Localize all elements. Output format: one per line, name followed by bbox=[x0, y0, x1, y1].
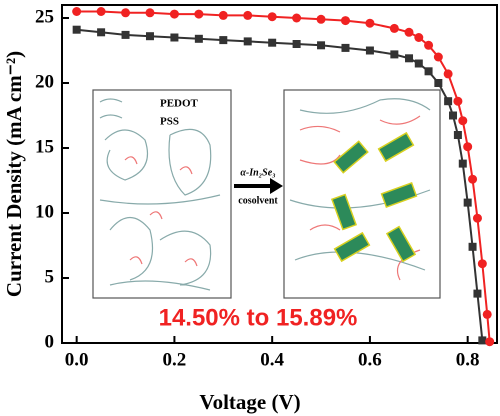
marker bbox=[463, 198, 472, 207]
marker bbox=[433, 52, 443, 62]
marker bbox=[121, 8, 131, 18]
arrow-head bbox=[270, 178, 283, 194]
annotation: α-In₂Se₃ bbox=[240, 167, 275, 178]
y-tick-label: 5 bbox=[45, 266, 55, 287]
marker bbox=[468, 242, 477, 251]
marker bbox=[268, 38, 277, 47]
pss-chains bbox=[99, 98, 431, 291]
marker bbox=[414, 59, 423, 68]
marker bbox=[97, 28, 106, 37]
marker bbox=[72, 7, 82, 16]
y-tick-label: 25 bbox=[35, 6, 54, 27]
y-axis-label: Current Density (mA cm⁻²) bbox=[2, 51, 26, 297]
marker bbox=[340, 16, 350, 26]
marker bbox=[365, 46, 374, 55]
flakes bbox=[330, 131, 418, 263]
marker bbox=[468, 174, 478, 184]
marker bbox=[453, 131, 462, 139]
marker bbox=[218, 10, 228, 20]
marker bbox=[292, 40, 301, 48]
marker bbox=[267, 12, 277, 22]
marker bbox=[434, 79, 443, 87]
x-tick-label: 0.4 bbox=[260, 349, 284, 370]
marker bbox=[170, 33, 179, 42]
plot-frame bbox=[61, 4, 498, 344]
marker bbox=[219, 36, 228, 45]
marker bbox=[72, 25, 81, 34]
marker bbox=[463, 142, 473, 152]
marker bbox=[449, 111, 458, 120]
marker bbox=[477, 259, 487, 269]
marker bbox=[316, 14, 326, 24]
marker bbox=[424, 40, 434, 50]
marker bbox=[145, 8, 155, 18]
marker bbox=[317, 41, 326, 50]
marker bbox=[424, 67, 433, 76]
marker bbox=[414, 33, 424, 42]
marker bbox=[444, 97, 453, 106]
marker bbox=[472, 213, 482, 223]
pedot-chains bbox=[124, 115, 421, 281]
marker bbox=[292, 13, 302, 23]
marker bbox=[443, 69, 453, 79]
marker bbox=[341, 43, 350, 52]
annotation: PEDOT bbox=[160, 98, 199, 110]
marker bbox=[194, 34, 203, 43]
marker bbox=[458, 159, 467, 168]
series-line bbox=[76, 28, 484, 341]
marker bbox=[194, 9, 204, 19]
marker bbox=[404, 27, 414, 37]
marker bbox=[365, 18, 375, 28]
x-tick-label: 0.0 bbox=[65, 349, 89, 370]
marker bbox=[473, 289, 482, 298]
inset-box-left bbox=[92, 89, 232, 299]
marker bbox=[169, 9, 179, 19]
annotation: cosolvent bbox=[238, 195, 278, 206]
y-tick-label: 20 bbox=[35, 71, 54, 92]
marker bbox=[485, 337, 495, 347]
marker bbox=[96, 7, 106, 16]
marker bbox=[453, 96, 463, 106]
marker bbox=[458, 116, 468, 126]
y-tick-label: 15 bbox=[35, 136, 54, 157]
annotation: PSS bbox=[160, 116, 179, 128]
marker bbox=[482, 309, 492, 319]
marker bbox=[121, 30, 130, 39]
y-tick-label: 10 bbox=[35, 201, 54, 222]
x-tick-label: 0.6 bbox=[358, 349, 382, 370]
x-axis-label: Voltage (V) bbox=[199, 390, 300, 414]
inset bbox=[92, 89, 441, 299]
marker bbox=[243, 37, 252, 46]
y-tick-label: 0 bbox=[45, 331, 55, 352]
x-tick-label: 0.2 bbox=[163, 349, 187, 370]
annotation: 14.50% to 15.89% bbox=[159, 304, 358, 331]
marker bbox=[478, 336, 487, 345]
x-tick-label: 0.8 bbox=[456, 349, 480, 370]
marker bbox=[243, 10, 253, 20]
marker bbox=[145, 32, 154, 41]
marker bbox=[390, 50, 399, 59]
marker bbox=[389, 23, 399, 33]
marker bbox=[405, 54, 414, 63]
